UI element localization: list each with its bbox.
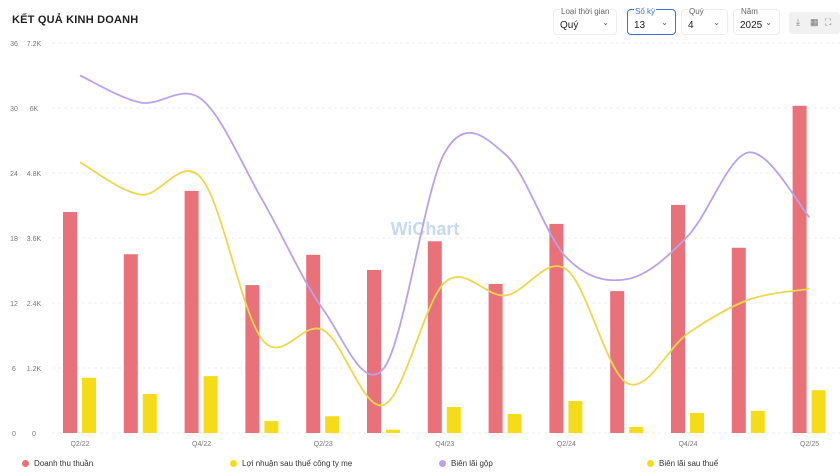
page-title: KẾT QUẢ KINH DOANH [12,14,139,26]
revenue-bar [245,285,260,433]
left-tick-label: 12 [10,301,18,308]
x-tick-label: Q4/23 [435,441,454,448]
label: Năm [740,7,759,16]
right-tick-label: 3.6K [27,236,42,243]
net-margin-line [79,161,810,407]
revenue-bar [123,254,138,433]
profit-bar [690,412,704,433]
revenue-bar [427,241,442,433]
revenue-bar [306,254,321,433]
quarter-select[interactable]: Quý 4 ⌄ [681,7,728,35]
legend-label: Biên lãi gộp [451,459,493,468]
left-tick-label: 36 [10,41,18,48]
revenue-bar [671,204,685,433]
right-tick-label: 4.8K [27,171,42,178]
revenue-bar [731,247,746,433]
revenue-bar [63,212,77,433]
profit-bar [629,427,644,433]
right-tick-label: 0 [32,431,36,438]
gross-margin-line [79,74,811,376]
legend-revenue[interactable]: Doanh thu thuần [22,459,93,468]
fullscreen-icon[interactable]: ⛶ [825,17,832,27]
revenue-bar [549,223,564,433]
legend-dot [647,460,654,467]
excel-icon[interactable]: ▦ [810,17,819,27]
x-tick-label: Q4/22 [192,441,211,448]
profit-bar [811,390,826,433]
legend-dot [230,460,237,467]
chevron-down-icon: ⌄ [713,18,720,27]
left-tick-label: 6 [12,366,16,373]
revenue-bar [610,291,625,433]
toolbar: ⤓ ▦ ⛶ [789,12,840,34]
left-tick-label: 0 [12,431,16,438]
legend-profit[interactable]: Lợi nhuận sau thuế công ty mẹ [230,459,352,468]
label: Loại thời gian [560,7,611,16]
chevron-down-icon: ⌄ [765,18,772,27]
chevron-down-icon: ⌄ [602,18,609,27]
legend-dot [22,460,29,467]
legend-label: Biên lãi sau thuế [659,459,719,468]
left-tick-label: 30 [10,106,18,113]
profit-bar [82,377,96,433]
right-tick-label: 2.4K [27,301,42,308]
right-tick-label: 1.2K [27,366,42,373]
legend-dot [439,460,446,467]
profit-bar [142,394,157,433]
period-type-select[interactable]: Loại thời gian Quý ⌄ [553,7,617,35]
profit-bar [507,414,522,433]
x-tick-label: Q2/23 [314,441,333,448]
profit-bar [203,376,218,433]
year-select[interactable]: Năm 2025 ⌄ [733,7,780,35]
legend-gross-margin[interactable]: Biên lãi gộp [439,459,493,468]
x-tick-label: Q2/24 [557,441,576,448]
revenue-bar [367,269,381,433]
value: Quý [560,20,579,31]
profit-bar [264,421,279,433]
left-tick-label: 18 [10,236,18,243]
x-tick-label: Q2/22 [70,441,89,448]
legend-label: Doanh thu thuần [34,459,94,468]
revenue-bar [792,105,807,433]
profit-bar [568,401,583,433]
value: 2025 [740,20,763,31]
period-count-select[interactable]: Số kỳ 13 ⌄ [627,7,676,35]
legend-net-margin[interactable]: Biên lãi sau thuế [647,459,718,468]
value: 13 [634,20,646,31]
revenue-bar [184,190,199,433]
x-tick-label: Q4/24 [678,441,697,448]
legend-label: Lợi nhuận sau thuế công ty mẹ [242,459,353,468]
label: Số kỳ [634,7,657,16]
right-tick-label: 7.2K [27,41,42,48]
label: Quý [688,7,705,16]
left-tick-label: 24 [10,171,18,178]
profit-bar [386,429,400,433]
profit-bar [750,410,765,433]
download-icon[interactable]: ⤓ [796,17,800,27]
right-tick-label: 6K [30,106,39,113]
chevron-down-icon: ⌄ [661,18,668,27]
x-tick-label: Q2/25 [800,441,819,448]
profit-bar [325,416,340,433]
revenue-bar [488,284,503,433]
value: 4 [688,20,694,31]
profit-bar [446,407,461,433]
watermark: WiChart [391,219,460,239]
